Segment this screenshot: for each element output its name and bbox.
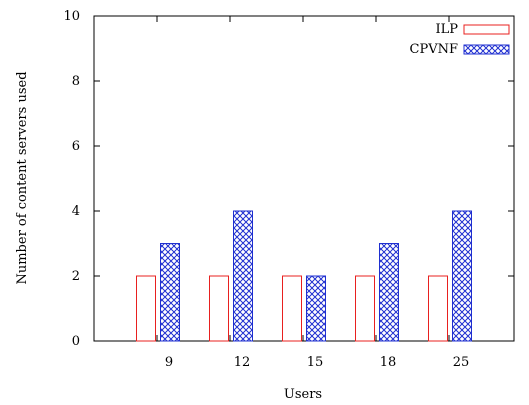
x-tick-label: 15: [307, 355, 324, 370]
bar-ilp: [355, 275, 375, 342]
bar-ilp: [209, 275, 229, 342]
bar-ilp: [282, 275, 302, 342]
legend: ILP CPVNF: [410, 22, 510, 57]
bar-cpvnf: [379, 243, 399, 342]
x-axis: 9 12 15 18 25: [156, 16, 470, 370]
x-tick-label: 12: [234, 355, 251, 370]
plot-frame: [93, 15, 515, 342]
bar-cpvnf: [306, 275, 326, 342]
y-axis: 0 2 4 6 8 10: [63, 9, 514, 349]
y-tick-label: 2: [72, 269, 80, 284]
x-tick-label: 18: [380, 355, 397, 370]
bar-cpvnf: [452, 210, 472, 342]
legend-swatch-ilp: [463, 24, 510, 35]
x-axis-label: Users: [284, 387, 322, 402]
x-tick-label: 25: [453, 355, 470, 370]
bar-cpvnf: [160, 243, 180, 342]
bar-ilp: [136, 275, 156, 342]
y-tick-label: 0: [72, 334, 80, 349]
legend-swatch-cpvnf: [463, 44, 510, 55]
bars-group: [136, 210, 472, 342]
legend-label-ilp: ILP: [435, 22, 458, 37]
y-tick-label: 4: [72, 204, 80, 219]
bar-cpvnf: [233, 210, 253, 342]
y-tick-label: 8: [72, 74, 80, 89]
y-tick-label: 6: [72, 139, 80, 154]
bar-ilp: [428, 275, 448, 342]
y-tick-label: 10: [63, 9, 80, 24]
x-tick-label: 9: [165, 355, 173, 370]
legend-label-cpvnf: CPVNF: [410, 42, 458, 57]
y-axis-label: Number of content servers used: [15, 71, 30, 284]
